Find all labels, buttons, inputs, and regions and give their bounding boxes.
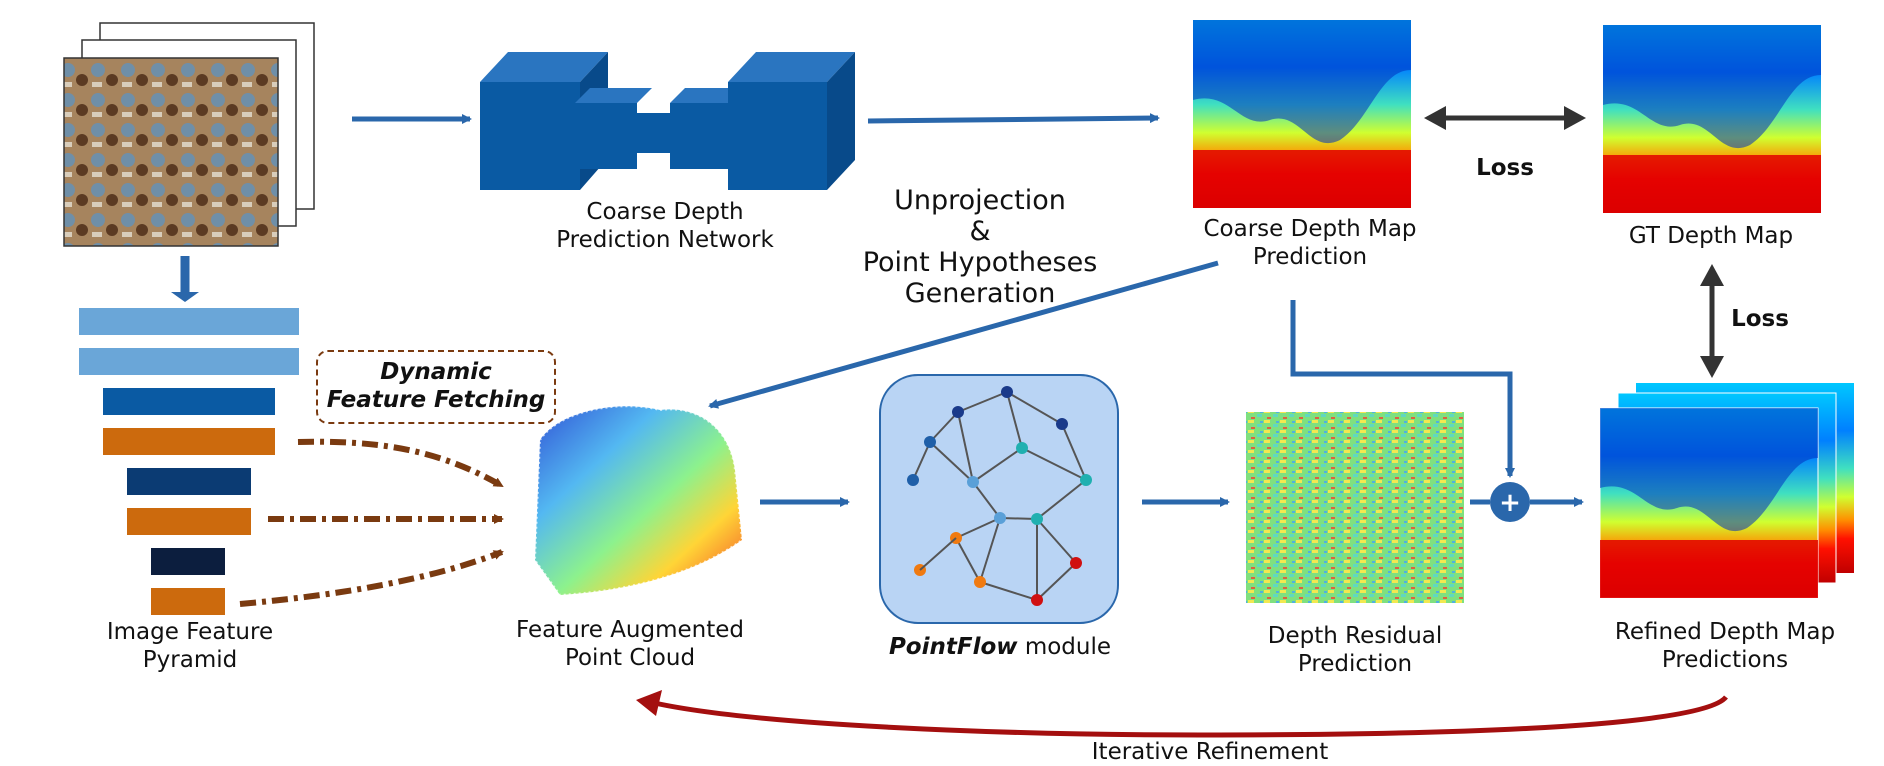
refined-depth-map-stack: [1599, 383, 1854, 599]
input-image-front: [63, 57, 279, 247]
iterative-label: Iterative Refinement: [1060, 738, 1360, 766]
unprojection-line4: Generation: [904, 278, 1056, 309]
loss-arrow-right-head: [1564, 106, 1586, 130]
coarse-network-label: Coarse Depth Prediction Network: [535, 198, 795, 254]
loss-right-text: Loss: [1731, 306, 1789, 332]
pyramid-label-line1: Image Feature: [106, 619, 274, 645]
refined-label-line1: Refined Depth Map: [1614, 619, 1836, 645]
input-image-stack: [63, 22, 315, 247]
arrow-coarse-to-point-cloud: [708, 260, 1219, 409]
coarse-depth-map-image: [1193, 20, 1411, 208]
unprojection-label: Unprojection & Point Hypotheses Generati…: [850, 185, 1110, 309]
pointflow-label-bold: PointFlow: [888, 634, 1018, 660]
fetch-arrow-1: [297, 438, 504, 489]
loss-arrow-top-head: [1700, 264, 1724, 286]
pyramid-level-3b: [127, 508, 251, 535]
loss-top-label: Loss: [1455, 154, 1555, 182]
image-feature-pyramid: [79, 308, 299, 615]
pyramid-level-1a: [79, 308, 299, 335]
pyramid-level-3a: [127, 468, 251, 495]
point-cloud-label: Feature Augmented Point Cloud: [500, 616, 760, 672]
coarse-map-label-line1: Coarse Depth Map: [1203, 216, 1417, 242]
pyramid-label-line2: Pyramid: [142, 647, 238, 673]
depth-residual-image: [1246, 412, 1464, 603]
pointflow-module: [879, 374, 1119, 624]
coarse-network-label-line1: Coarse Depth: [586, 199, 744, 225]
loss-arrow-left-head: [1424, 106, 1446, 130]
loss-right-label: Loss: [1710, 305, 1810, 333]
pyramid-label: Image Feature Pyramid: [70, 618, 310, 674]
pyramid-level-2a: [103, 388, 275, 415]
refined-label-line2: Predictions: [1661, 647, 1789, 673]
unprojection-line2: &: [969, 216, 991, 247]
coarse-depth-network-icon: [480, 52, 855, 190]
residual-label-line2: Prediction: [1297, 651, 1413, 677]
pyramid-level-4a: [151, 548, 225, 575]
residual-label-line1: Depth Residual: [1267, 623, 1443, 649]
pointflow-label: PointFlow module: [860, 633, 1140, 661]
iterative-label-text: Iterative Refinement: [1091, 739, 1329, 765]
iterative-refinement-arrow: [649, 695, 1728, 738]
pyramid-level-1b: [79, 348, 299, 375]
coarse-map-label-line2: Prediction: [1252, 244, 1368, 270]
dynamic-line1: Dynamic: [380, 359, 492, 385]
residual-label: Depth Residual Prediction: [1225, 622, 1485, 678]
arrow-network-to-coarse-map: [867, 113, 1160, 124]
sum-plus-symbol: +: [1499, 488, 1521, 518]
pyramid-level-4b: [151, 588, 225, 615]
gt-map-label-text: GT Depth Map: [1628, 223, 1794, 249]
loss-top-text: Loss: [1476, 155, 1534, 181]
arrow-coarse-to-plus: [1290, 300, 1515, 478]
point-cloud-image: [533, 405, 744, 597]
dynamic-feature-fetching-box: Dynamic Feature Fetching: [316, 350, 556, 424]
point-cloud-label-line2: Point Cloud: [564, 645, 696, 671]
refined-label: Refined Depth Map Predictions: [1590, 618, 1860, 674]
coarse-map-label: Coarse Depth Map Prediction: [1185, 215, 1435, 271]
coarse-network-label-line2: Prediction Network: [556, 227, 774, 253]
loss-arrow-bottom-head: [1700, 356, 1724, 378]
arrow-image-to-pyramid-head: [171, 292, 199, 302]
fetch-arrow-3: [239, 549, 504, 607]
unprojection-line1: Unprojection: [894, 185, 1066, 216]
unprojection-line3: Point Hypotheses: [862, 247, 1098, 278]
gt-depth-map-image: [1603, 25, 1821, 213]
sum-node: [1490, 482, 1530, 522]
gt-map-label: GT Depth Map: [1596, 222, 1826, 250]
dynamic-line2: Feature Fetching: [326, 387, 546, 413]
pyramid-level-2b: [103, 428, 275, 455]
iterative-refinement-arrowhead: [636, 690, 662, 716]
point-cloud-label-line1: Feature Augmented: [515, 617, 745, 643]
pointflow-label-rest: module: [1017, 634, 1112, 660]
